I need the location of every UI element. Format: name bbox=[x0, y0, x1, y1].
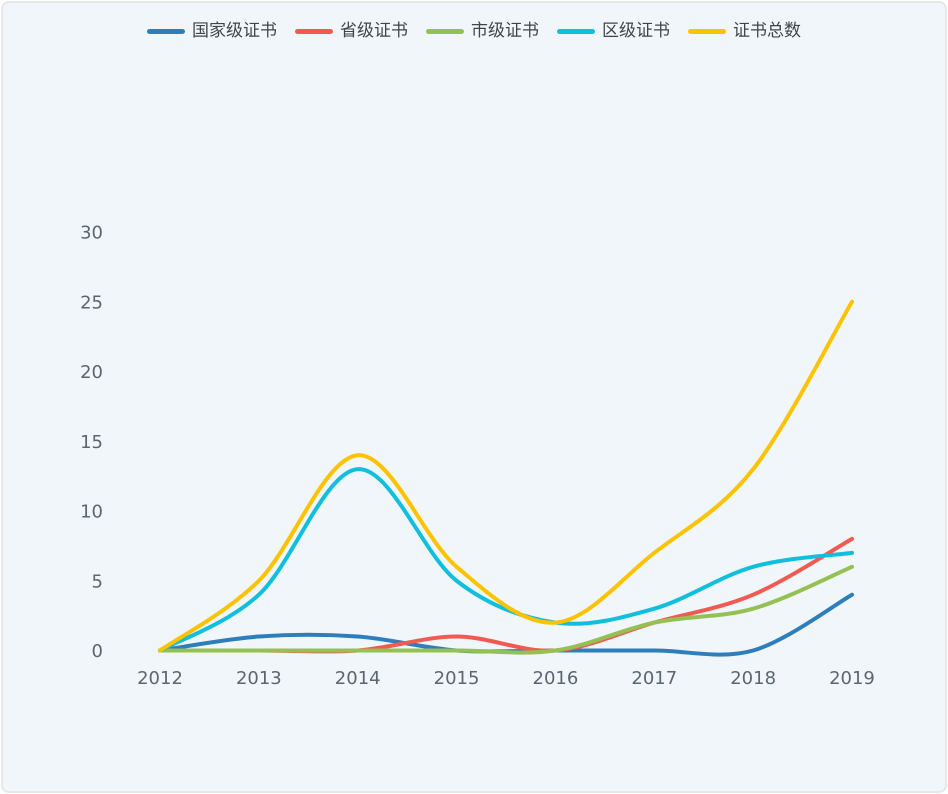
legend-label: 区级证书 bbox=[602, 21, 670, 41]
series-line-2 bbox=[158, 564, 854, 655]
series-line-4 bbox=[158, 299, 854, 653]
legend-label: 国家级证书 bbox=[192, 21, 277, 41]
x-axis-tick: 2017 bbox=[631, 668, 677, 689]
legend-item-0[interactable]: 国家级证书 bbox=[147, 23, 277, 40]
x-axis-tick: 2018 bbox=[730, 668, 776, 689]
y-axis-tick: 5 bbox=[92, 571, 103, 592]
y-axis-tick: 25 bbox=[80, 292, 103, 313]
y-axis-tick: 0 bbox=[92, 641, 103, 662]
series-line-3 bbox=[158, 467, 854, 653]
legend-swatch-icon bbox=[295, 29, 333, 34]
legend-swatch-icon bbox=[147, 29, 185, 34]
x-axis-tick: 2015 bbox=[434, 668, 480, 689]
legend-item-3[interactable]: 区级证书 bbox=[557, 23, 670, 40]
y-axis-tick: 30 bbox=[80, 223, 103, 244]
x-axis-tick: 2014 bbox=[335, 668, 381, 689]
legend-label: 市级证书 bbox=[471, 21, 539, 41]
legend-swatch-icon bbox=[557, 29, 595, 34]
legend-label: 证书总数 bbox=[733, 21, 801, 41]
x-axis-tick: 2013 bbox=[236, 668, 282, 689]
y-axis-tick: 10 bbox=[80, 502, 103, 523]
line-chart: 0 5 10 15 20 25 30 2012 2013 2014 2015 2016 2017 2018… bbox=[80, 223, 875, 690]
legend-item-4[interactable]: 证书总数 bbox=[688, 23, 801, 40]
x-axis-tick: 2012 bbox=[137, 668, 183, 689]
legend-item-1[interactable]: 省级证书 bbox=[295, 23, 408, 40]
chart-legend: 国家级证书 省级证书 市级证书 区级证书 证书总数 bbox=[3, 23, 945, 40]
legend-item-2[interactable]: 市级证书 bbox=[426, 23, 539, 40]
y-axis-tick: 15 bbox=[80, 432, 103, 453]
x-axis-tick: 2019 bbox=[829, 668, 875, 689]
x-axis-tick: 2016 bbox=[533, 668, 579, 689]
legend-swatch-icon bbox=[426, 29, 464, 34]
y-axis-tick: 20 bbox=[80, 362, 103, 383]
legend-swatch-icon bbox=[688, 29, 726, 34]
legend-label: 省级证书 bbox=[340, 21, 408, 41]
